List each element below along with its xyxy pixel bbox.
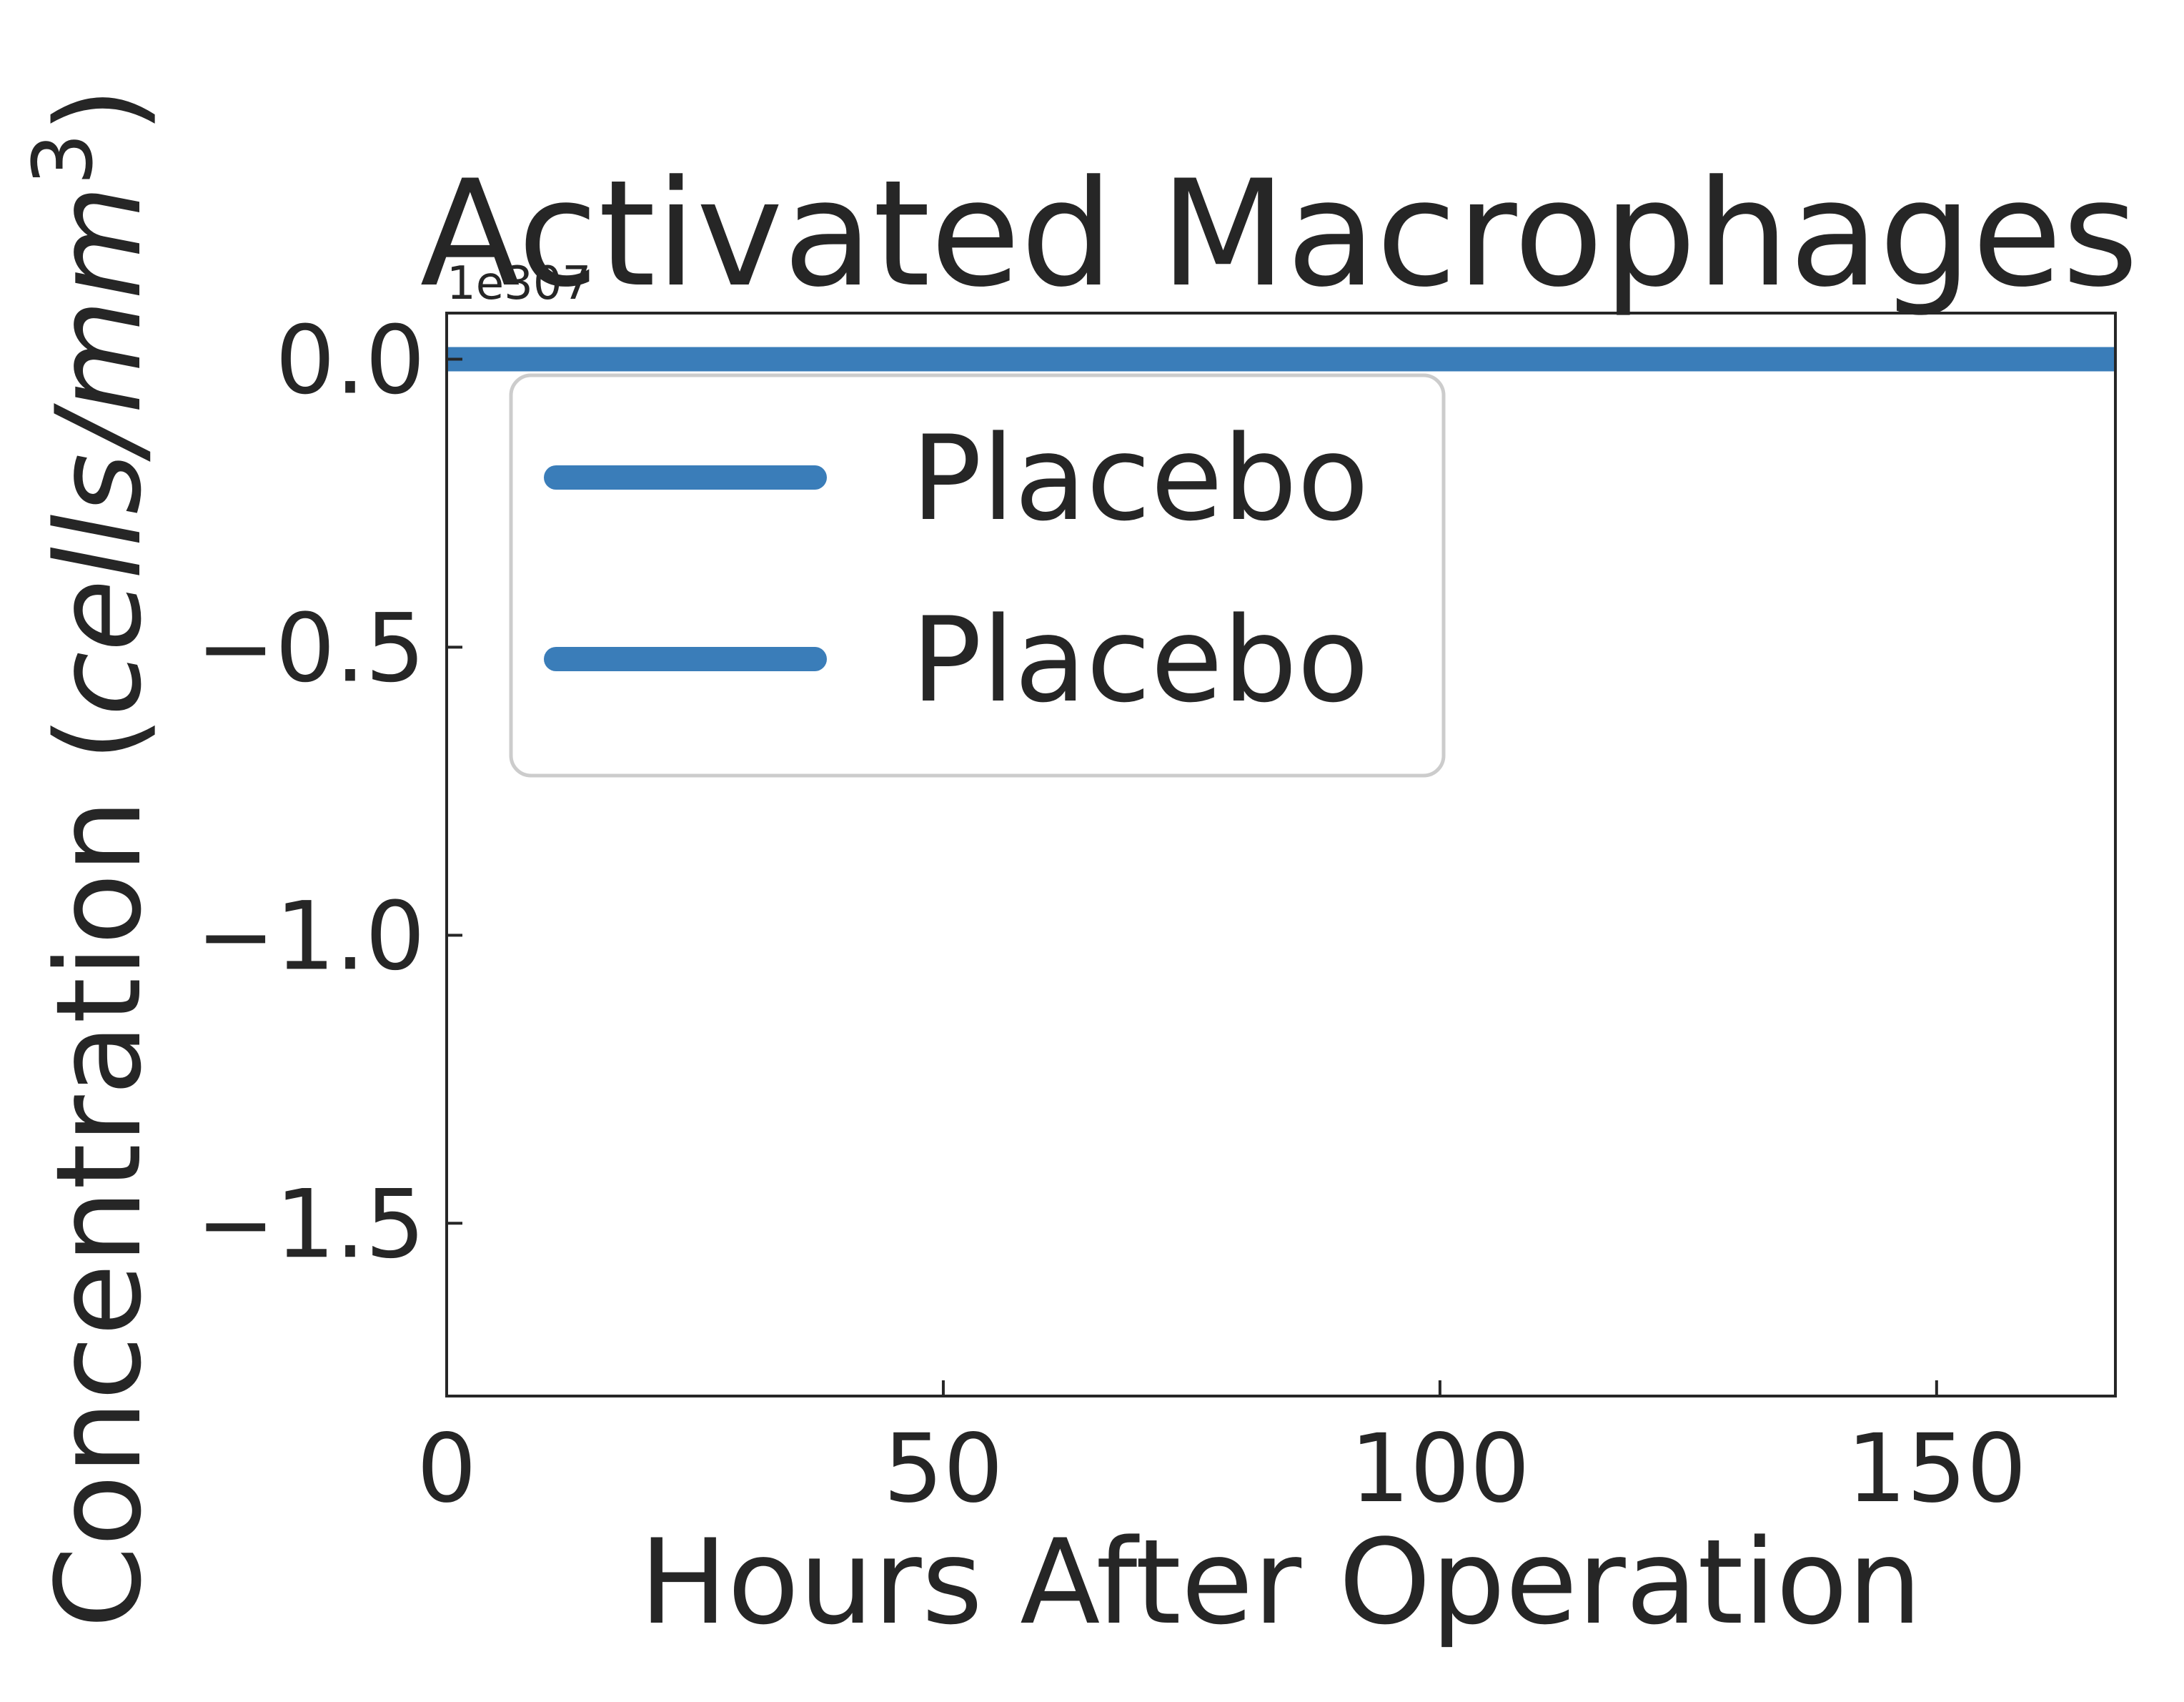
y-tick-label: −1.0 <box>196 881 425 991</box>
y-ticks: 0.0 −0.5 −1.0 −1.5 <box>196 305 462 1280</box>
legend: Placebo Placebo <box>509 373 1446 778</box>
y-tick-label: −0.5 <box>196 593 425 703</box>
chart-title: Activated Macrophages <box>420 149 2139 320</box>
y-axis-label-main: Concentration ( <box>31 716 167 1628</box>
y-offset-text: 1e307 <box>447 257 591 310</box>
plot-frame <box>445 312 2117 1397</box>
x-tick-label: 100 <box>1350 1414 1530 1524</box>
x-ticks: 0 50 100 150 <box>417 1380 2027 1524</box>
y-tick-label: 0.0 <box>275 305 425 415</box>
y-tick-label: −1.5 <box>196 1169 425 1280</box>
x-axis-label: Hours After Operation <box>640 1514 1922 1651</box>
x-tick-label: 150 <box>1847 1414 2027 1524</box>
legend-label-1: Placebo <box>911 410 1369 547</box>
x-tick-label: 50 <box>883 1414 1003 1524</box>
y-axis-label-close: ) <box>31 87 167 133</box>
legend-label-2: Placebo <box>911 592 1369 728</box>
y-axis-label-units: cells/mm <box>31 185 167 716</box>
y-axis-label-exp: 3 <box>16 133 111 185</box>
y-axis-label: Concentration (cells/mm3) <box>16 87 167 1628</box>
x-tick-label: 0 <box>417 1414 477 1524</box>
